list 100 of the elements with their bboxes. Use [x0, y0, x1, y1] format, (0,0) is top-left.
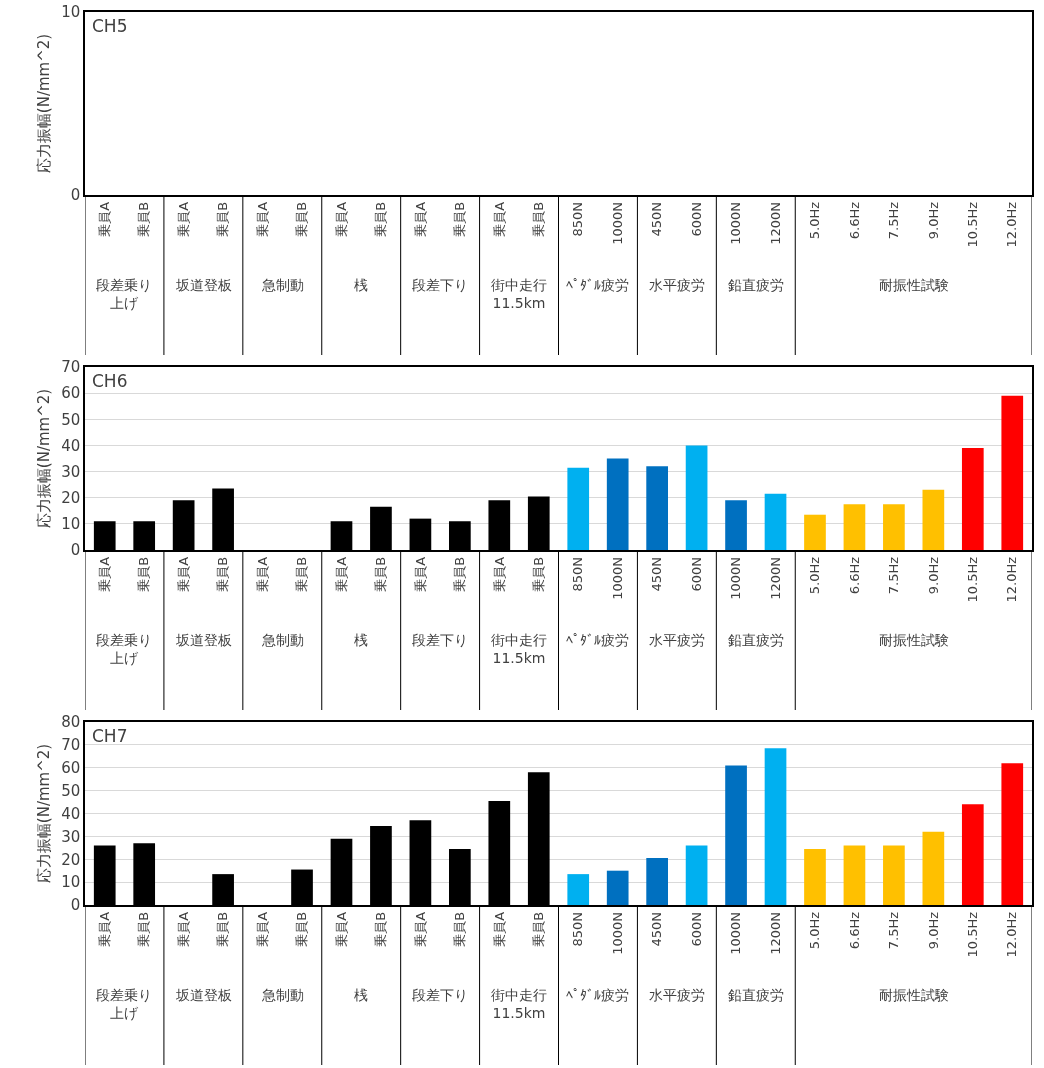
y-tick-label: 30: [61, 462, 81, 481]
text: 街中走行11.5km: [491, 987, 547, 1022]
y-tick-label: 40: [61, 804, 81, 823]
bar: [883, 845, 905, 905]
x-tick-label: 5.0Hz: [807, 556, 823, 595]
y-tick-label: 10: [61, 3, 81, 22]
y-tick-label: 70: [61, 736, 81, 755]
x-tick-label: 5.0Hz: [807, 911, 823, 950]
bar: [922, 489, 945, 550]
x-tick-label: 乗員B: [530, 911, 546, 947]
x-tick-label: 乗員B: [215, 556, 231, 592]
x-tick-label: 1000N: [609, 201, 625, 245]
x-tick-label: 乗員A: [175, 911, 191, 947]
bar: [567, 467, 590, 550]
x-tick-label: 乗員B: [452, 556, 468, 592]
x-tick-label: 乗員B: [452, 911, 468, 947]
y-tick-label: 60: [61, 759, 81, 777]
x-tick-label: 乗員B: [373, 556, 389, 592]
x-tick-label: 乗員B: [294, 556, 310, 592]
y-tick-label: 20: [61, 488, 81, 507]
y-tick-label: 20: [61, 850, 81, 869]
text: 段差下り: [412, 277, 468, 293]
x-tick-label: 乗員B: [373, 201, 389, 237]
x-tick-label: 乗員A: [254, 911, 270, 947]
x-tick-label: 乗員A: [333, 201, 349, 237]
bar: [843, 845, 866, 905]
x-tick-label: 乗員B: [373, 911, 389, 947]
x-tick-label: 乗員B: [136, 201, 152, 237]
x-tick-label: 乗員A: [96, 556, 112, 592]
chart-title: CH5: [92, 16, 128, 36]
text: 水平疲労: [649, 277, 705, 293]
bar: [804, 514, 826, 550]
x-tick-label: 乗員A: [96, 911, 112, 947]
x-tick-label: 乗員A: [412, 201, 428, 237]
bar: [567, 874, 590, 905]
text: 坂道登板: [175, 277, 232, 293]
text: 段差下り: [412, 632, 468, 648]
y-tick-label: 10: [61, 515, 81, 534]
x-tick-label: 乗員B: [530, 556, 546, 592]
x-tick-label: 12.0Hz: [1004, 911, 1020, 958]
x-tick-label: 乗員B: [452, 201, 468, 237]
text: 坂道登板: [175, 632, 232, 648]
y-axis-title: 応力振幅(N/mm^2): [34, 743, 53, 884]
y-axis-title: 応力振幅(N/mm^2): [34, 33, 53, 174]
text: 街中走行11.5km: [491, 632, 547, 667]
y-tick-label: 0: [70, 541, 81, 560]
text: 街中走行11.5km: [491, 277, 547, 312]
x-tick-label: 12.0Hz: [1004, 556, 1020, 603]
x-tick-label: 9.0Hz: [925, 556, 941, 595]
x-tick-label: 乗員A: [491, 911, 507, 947]
bar: [685, 845, 708, 905]
bar: [725, 500, 747, 550]
text: 水平疲労: [649, 632, 705, 648]
x-tick-label: 乗員A: [333, 911, 349, 947]
text: 鉛直疲労: [728, 277, 784, 293]
x-tick-label: 乗員B: [215, 911, 231, 947]
x-tick-label: 6.6Hz: [846, 201, 862, 240]
bar: [883, 504, 905, 550]
x-tick-label: 450N: [649, 911, 665, 947]
x-tick-label: 乗員B: [530, 201, 546, 237]
text: 桟: [354, 987, 368, 1003]
y-tick-label: 0: [70, 186, 81, 205]
x-tick-label: 10.5Hz: [965, 911, 981, 958]
x-tick-label: 7.5Hz: [886, 911, 902, 950]
y-tick-label: 10: [61, 873, 81, 892]
text: ﾍﾟﾀﾞﾙ疲労: [566, 987, 629, 1003]
text: 鉛直疲労: [728, 632, 784, 648]
bar: [961, 448, 984, 550]
bar: [606, 870, 629, 905]
y-axis-title: 応力振幅(N/mm^2): [34, 388, 53, 529]
bar: [804, 848, 826, 905]
x-tick-label: 乗員B: [136, 911, 152, 947]
x-tick-label: 450N: [649, 556, 665, 592]
x-tick-label: 乗員A: [412, 911, 428, 947]
text: 段差乗り上げ: [96, 987, 152, 1022]
text: 水平疲労: [649, 987, 705, 1003]
x-tick-label: 乗員A: [333, 556, 349, 592]
x-tick-label: 850N: [570, 911, 586, 947]
x-tick-label: 10.5Hz: [965, 201, 981, 248]
x-tick-label: 6.6Hz: [846, 556, 862, 595]
text: 急制動: [261, 277, 304, 293]
x-tick-label: 乗員B: [294, 911, 310, 947]
text: ﾍﾟﾀﾞﾙ疲労: [566, 277, 629, 293]
x-tick-label: 1000N: [728, 201, 744, 245]
x-tick-label: 10.5Hz: [965, 556, 981, 603]
text: 耐振性試験: [879, 987, 949, 1003]
x-tick-label: 12.0Hz: [1004, 201, 1020, 248]
x-tick-label: 1000N: [609, 556, 625, 600]
x-tick-label: 1000N: [728, 911, 744, 955]
x-tick-label: 850N: [570, 201, 586, 237]
x-tick-label: 1200N: [767, 911, 783, 955]
x-tick-label: 乗員A: [491, 201, 507, 237]
y-tick-label: 40: [61, 436, 81, 455]
chart-title: CH6: [92, 371, 128, 391]
x-tick-label: 1200N: [767, 556, 783, 600]
text: 段差乗り上げ: [96, 632, 152, 667]
x-tick-label: 乗員A: [491, 556, 507, 592]
y-tick-label: 50: [61, 410, 81, 429]
x-tick-label: 1200N: [767, 201, 783, 245]
y-tick-label: 80: [61, 713, 81, 732]
